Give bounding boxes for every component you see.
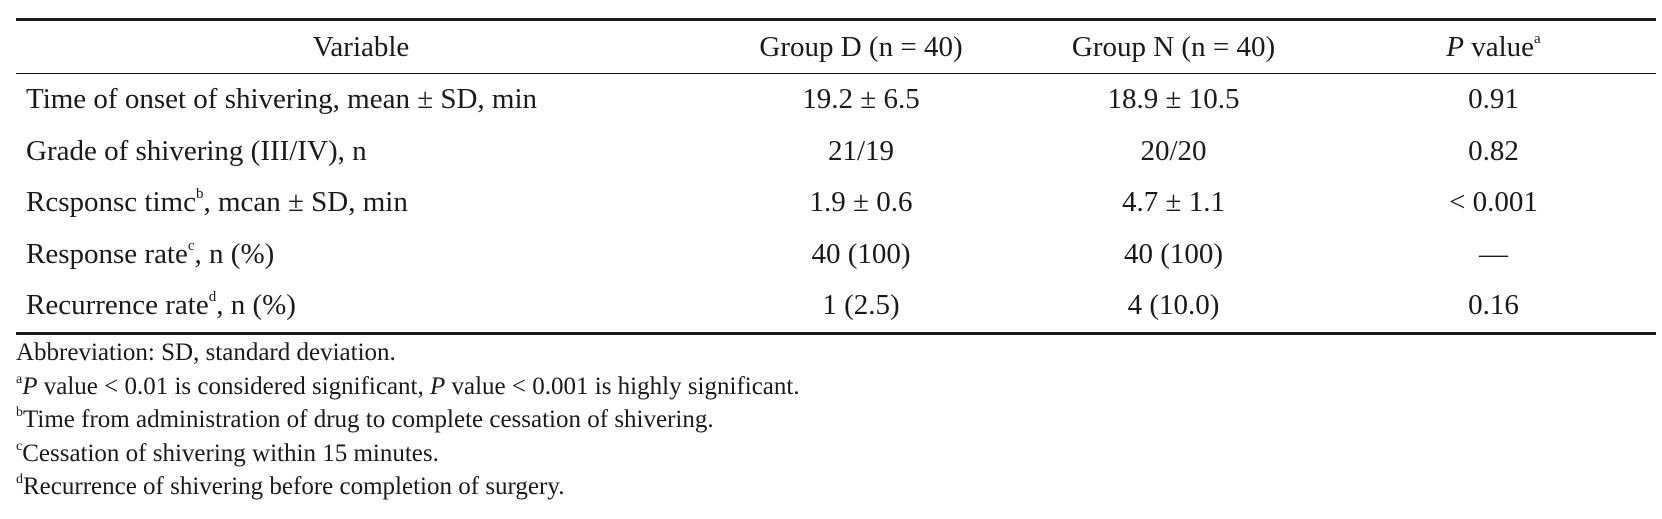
footnote-abbreviation: Abbreviation: SD, standard deviation. — [16, 339, 396, 366]
cell-group-n: 40 (100) — [1123, 237, 1224, 270]
footnote-mark: c — [16, 438, 23, 454]
results-table-container: Variable Group D (n = 40) Group N (n = 4… — [16, 18, 1656, 335]
footnote-d: dRecurrence of shivering before completi… — [16, 470, 800, 504]
row-footnote-mark: d — [208, 289, 217, 306]
footnote-a: aP value < 0.01 is considered significan… — [16, 370, 800, 404]
cell-group-d: 19.2 ± 6.5 — [802, 83, 920, 116]
row-label: Time of onset of shivering, mean ± SD, m… — [16, 74, 706, 126]
header-group-d: Group D (n = 40) — [759, 30, 963, 63]
footnote-text: value < 0.01 is considered significant, — [37, 372, 430, 400]
header-variable: Variable — [312, 30, 410, 63]
cell-group-n: 4 (10.0) — [1127, 289, 1220, 322]
row-label-text: Recurrence rate — [26, 289, 209, 322]
cell-group-n: 20/20 — [1140, 134, 1207, 167]
row-label-rest: , n (%) — [216, 289, 296, 322]
footnote-c: cCessation of shivering within 15 minute… — [16, 437, 800, 471]
cell-group-d: 40 (100) — [811, 237, 911, 270]
results-table: Variable Group D (n = 40) Group N (n = 4… — [16, 18, 1656, 335]
row-label-rest: , n (%) — [194, 237, 275, 270]
cell-group-d: 1 (2.5) — [822, 289, 900, 322]
row-label-text: Rcsponsc timc — [26, 186, 196, 219]
table-row: Grade of shivering (III/IV), n 21/19 20/… — [16, 126, 1656, 178]
table-row: Response ratec, n (%) 40 (100) 40 (100) … — [16, 229, 1656, 281]
header-p-italic: P — [1446, 30, 1464, 63]
row-label-text: Response rate — [26, 237, 188, 270]
header-group-n: Group N (n = 40) — [1071, 30, 1276, 63]
footnote-b: bTime from administration of drug to com… — [16, 403, 800, 437]
cell-p-value: 0.82 — [1468, 134, 1519, 167]
footnote-text: Recurrence of shivering before completio… — [23, 473, 565, 500]
footnote-mark: a — [16, 371, 23, 387]
row-footnote-mark: b — [195, 186, 204, 203]
table-header-row: Variable Group D (n = 40) Group N (n = 4… — [16, 19, 1656, 74]
footnote-p-italic: P — [22, 372, 38, 400]
row-label-rest: , mcan ± SD, min — [203, 186, 408, 219]
footnote-text: Cessation of shivering within 15 minutes… — [22, 439, 439, 467]
header-p-rest: value — [1463, 30, 1535, 63]
cell-p-value: — — [1479, 237, 1508, 270]
header-p-footnote-mark: a — [1534, 30, 1541, 47]
footnote-mark: b — [16, 405, 23, 420]
cell-p-value: < 0.001 — [1449, 186, 1538, 219]
cell-p-value: 0.91 — [1468, 83, 1519, 116]
footnote-text: value < 0.001 is highly significant. — [445, 372, 800, 400]
cell-group-n: 4.7 ± 1.1 — [1122, 186, 1225, 219]
row-footnote-mark: c — [187, 237, 195, 254]
table-footnotes: Abbreviation: SD, standard deviation. aP… — [16, 336, 800, 504]
row-label: Rcsponsc timcb, mcan ± SD, min — [16, 177, 706, 229]
row-label: Recurrence rated, n (%) — [16, 280, 706, 333]
table-row: Time of onset of shivering, mean ± SD, m… — [16, 74, 1656, 126]
cell-group-n: 18.9 ± 10.5 — [1107, 83, 1240, 116]
row-label: Grade of shivering (III/IV), n — [16, 126, 706, 178]
table-row: Recurrence rated, n (%) 1 (2.5) 4 (10.0)… — [16, 280, 1656, 333]
row-label-text: Time of onset of shivering, mean ± SD, m… — [26, 83, 538, 116]
footnote-p-italic: P — [429, 372, 446, 400]
cell-group-d: 1.9 ± 0.6 — [809, 186, 913, 219]
cell-group-d: 21/19 — [827, 134, 895, 167]
footnote-mark: d — [16, 472, 23, 487]
table-row: Rcsponsc timcb, mcan ± SD, min 1.9 ± 0.6… — [16, 177, 1656, 229]
cell-p-value: 0.16 — [1468, 289, 1519, 322]
header-p-value: P valuea — [1331, 20, 1656, 74]
row-label: Response ratec, n (%) — [16, 229, 706, 281]
row-label-text: Grade of shivering (III/IV), n — [26, 134, 367, 167]
footnote-text: Time from administration of drug to comp… — [23, 406, 714, 433]
